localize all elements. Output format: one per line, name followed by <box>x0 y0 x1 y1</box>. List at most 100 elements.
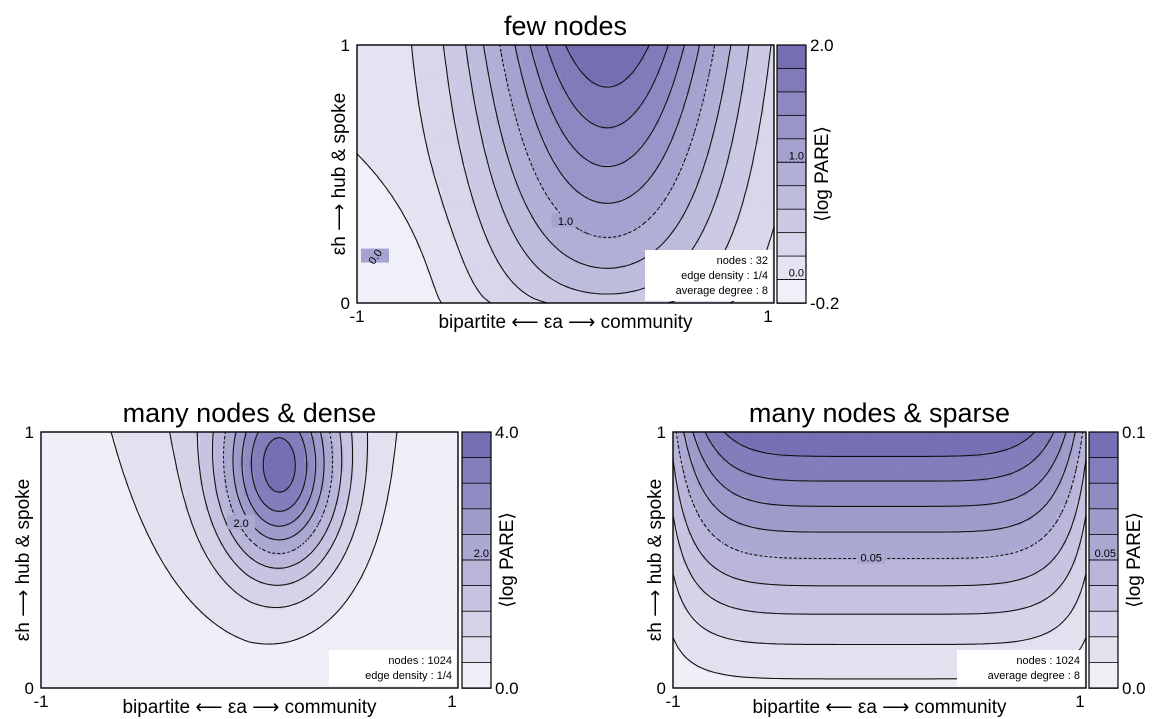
contour-cell <box>476 243 482 250</box>
contour-cell <box>366 233 373 240</box>
contour-cell <box>615 228 621 235</box>
contour-cell <box>694 144 701 150</box>
contour-cell <box>674 203 681 210</box>
contour-cell <box>585 134 591 140</box>
contour-cell <box>515 134 522 140</box>
contour-cell <box>446 144 452 150</box>
contour-cell <box>361 198 368 205</box>
contour-cell <box>376 208 383 215</box>
contour-cell <box>145 451 151 458</box>
contour-cell <box>496 258 502 264</box>
contour-cell <box>625 213 631 220</box>
contour-cell <box>525 134 532 140</box>
contour-cell <box>366 94 373 101</box>
contour-cell <box>358 441 365 448</box>
contour-cell <box>456 89 462 96</box>
contour-cell <box>714 213 720 220</box>
contour-cell <box>357 193 363 200</box>
contour-cell <box>366 74 373 81</box>
contour-cell <box>644 208 651 215</box>
contour-cell <box>525 248 532 254</box>
contour-cell <box>555 298 562 303</box>
contour-cell <box>575 149 581 155</box>
contour-cell <box>754 124 760 130</box>
contour-cell <box>486 273 492 279</box>
contour-cell <box>500 99 507 106</box>
contour-cell <box>560 243 567 250</box>
contour-cell <box>610 94 616 101</box>
contour-cell <box>570 283 577 289</box>
contour-cell <box>165 456 171 463</box>
contour-cell <box>639 149 646 155</box>
contour-cell <box>304 451 310 458</box>
contour-cell <box>431 169 438 175</box>
contour-cell <box>635 248 641 254</box>
contour-cell <box>520 283 527 289</box>
colorbar-level <box>776 279 807 304</box>
contour-cell <box>328 456 335 463</box>
contour-cell <box>194 461 201 468</box>
contour-cell <box>555 149 562 155</box>
contour-cell <box>654 243 661 250</box>
contour-cell <box>396 134 403 140</box>
contour-cell <box>249 456 256 463</box>
contour-cell <box>357 74 363 81</box>
contour-cell <box>639 283 646 289</box>
contour-cell <box>500 228 507 235</box>
contour-cell <box>764 203 770 210</box>
contour-cell <box>669 129 676 135</box>
contour-cell <box>605 178 611 185</box>
contour-cell <box>510 134 517 140</box>
contour-cell <box>585 253 591 259</box>
contour-cell <box>585 154 591 160</box>
contour-cell <box>481 278 487 284</box>
contour-cell <box>491 243 497 250</box>
contour-cell <box>580 278 586 284</box>
contour-cell <box>759 223 765 230</box>
contour-cell <box>669 59 676 66</box>
contour-cell <box>421 114 428 121</box>
contour-cell <box>630 54 636 61</box>
contour-cell <box>759 178 765 185</box>
contour-cell <box>739 208 745 215</box>
contour-cell <box>595 243 601 250</box>
contour-cell <box>615 114 621 121</box>
contour-cell <box>600 223 606 230</box>
contour-cell <box>580 183 586 190</box>
contour-cell <box>423 441 429 448</box>
contour-cell <box>694 169 701 175</box>
contour-cell <box>555 45 562 51</box>
contour-cell <box>769 119 774 125</box>
contour-cell <box>749 59 755 66</box>
contour-cell <box>426 129 433 135</box>
contour-cell <box>510 149 517 155</box>
contour-cell <box>570 74 577 81</box>
contour-cell <box>426 213 433 220</box>
contour-cell <box>570 124 577 130</box>
contour-cell <box>600 193 606 200</box>
contour-cell <box>704 99 711 106</box>
contour-cell <box>555 119 562 125</box>
contour-cell <box>744 208 750 215</box>
contour-cell <box>769 198 774 205</box>
contour-cell <box>699 164 706 170</box>
contour-cell <box>560 258 567 264</box>
contour-cell <box>754 119 760 125</box>
contour-cell <box>580 198 586 205</box>
contour-cell <box>381 109 388 116</box>
contour-cell <box>545 159 552 165</box>
contour-cell <box>505 223 512 230</box>
colorbar-level <box>776 208 807 234</box>
contour-cell <box>466 218 472 225</box>
contour-cell <box>500 293 507 299</box>
contour-cell <box>615 223 621 230</box>
contour-cell <box>338 436 345 443</box>
contour-cell <box>575 263 581 269</box>
contour-cell <box>769 45 774 51</box>
contour-cell <box>453 441 458 448</box>
contour-cell <box>769 164 774 170</box>
contour-cell <box>299 432 305 438</box>
contour-cell <box>441 273 447 279</box>
contour-cell <box>555 273 562 279</box>
contour-cell <box>635 253 641 259</box>
